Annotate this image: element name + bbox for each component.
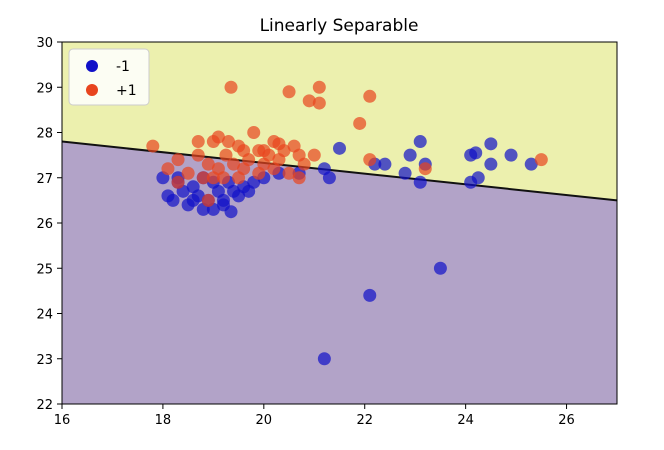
data-point-minus-one xyxy=(363,288,377,302)
data-point-minus-one xyxy=(216,198,230,212)
data-point-minus-one xyxy=(484,137,498,151)
data-point-plus-one xyxy=(196,171,210,185)
data-point-plus-one xyxy=(267,135,281,149)
data-point-plus-one xyxy=(363,89,377,103)
data-point-minus-one xyxy=(504,148,518,162)
data-point-minus-one xyxy=(398,166,412,180)
data-point-plus-one xyxy=(191,148,205,162)
data-point-plus-one xyxy=(282,166,296,180)
legend-label-plus-one: +1 xyxy=(116,83,137,99)
data-point-plus-one xyxy=(242,153,256,167)
data-point-plus-one xyxy=(216,171,230,185)
x-tick-label: 20 xyxy=(256,413,273,428)
data-point-plus-one xyxy=(302,94,316,108)
plot-area xyxy=(62,42,617,404)
y-tick-label: 27 xyxy=(36,172,53,187)
data-point-minus-one xyxy=(227,184,241,198)
data-point-plus-one xyxy=(181,166,195,180)
x-axis: 16 18 20 22 24 26 xyxy=(54,404,575,428)
data-point-plus-one xyxy=(227,157,241,171)
data-point-minus-one xyxy=(471,171,485,185)
data-point-minus-one xyxy=(166,193,180,207)
data-point-plus-one xyxy=(219,148,233,162)
data-point-minus-one xyxy=(403,148,417,162)
data-point-plus-one xyxy=(171,153,185,167)
data-point-plus-one xyxy=(363,153,377,167)
legend-marker-plus-one xyxy=(86,84,98,96)
data-point-plus-one xyxy=(282,85,296,99)
data-point-plus-one xyxy=(161,162,175,176)
data-point-minus-one xyxy=(484,157,498,171)
data-point-plus-one xyxy=(353,116,367,130)
data-point-plus-one xyxy=(534,153,548,167)
data-point-plus-one xyxy=(312,96,326,110)
x-tick-label: 18 xyxy=(155,413,172,428)
y-axis: 22 23 24 25 26 27 28 29 30 xyxy=(36,36,62,413)
data-point-plus-one xyxy=(312,80,326,94)
data-point-plus-one xyxy=(292,171,306,185)
region-above xyxy=(62,42,617,201)
data-point-plus-one xyxy=(201,193,215,207)
data-point-plus-one xyxy=(277,144,291,158)
legend-label-minus-one: -1 xyxy=(116,59,130,75)
chart-title: Linearly Separable xyxy=(260,16,419,36)
data-point-plus-one xyxy=(211,130,225,144)
y-tick-label: 22 xyxy=(36,398,53,413)
y-tick-label: 25 xyxy=(36,262,53,277)
legend-box xyxy=(68,48,150,106)
data-point-plus-one xyxy=(307,148,321,162)
legend-marker-minus-one xyxy=(86,60,98,72)
data-point-minus-one xyxy=(413,175,427,189)
data-point-minus-one xyxy=(333,141,346,155)
y-tick-label: 28 xyxy=(36,127,53,142)
y-tick-label: 23 xyxy=(36,353,53,368)
data-point-minus-one xyxy=(322,171,336,185)
data-point-plus-one xyxy=(201,157,215,171)
data-point-plus-one xyxy=(171,175,185,189)
data-point-plus-one xyxy=(257,144,271,158)
data-point-minus-one xyxy=(378,157,392,171)
x-tick-label: 16 xyxy=(54,413,71,428)
data-point-plus-one xyxy=(206,171,220,185)
x-tick-label: 22 xyxy=(356,413,373,428)
data-point-minus-one xyxy=(317,352,331,366)
data-point-plus-one xyxy=(418,162,432,176)
x-tick-label: 24 xyxy=(457,413,474,428)
points-layer xyxy=(146,80,548,366)
y-tick-label: 26 xyxy=(36,217,53,232)
data-point-plus-one xyxy=(232,171,246,185)
data-point-plus-one xyxy=(191,135,205,149)
legend: -1 +1 xyxy=(68,48,150,106)
data-point-plus-one xyxy=(222,135,235,149)
data-point-plus-one xyxy=(146,139,160,153)
y-tick-label: 30 xyxy=(36,36,53,51)
y-tick-label: 29 xyxy=(36,81,53,96)
data-point-minus-one xyxy=(433,261,447,275)
y-tick-label: 24 xyxy=(36,308,53,323)
data-point-plus-one xyxy=(247,126,261,139)
data-point-minus-one xyxy=(469,146,483,160)
data-point-plus-one xyxy=(224,80,238,94)
data-point-minus-one xyxy=(186,193,200,207)
x-tick-label: 26 xyxy=(558,413,575,428)
data-point-plus-one xyxy=(297,157,311,171)
data-point-minus-one xyxy=(413,135,427,149)
data-point-minus-one xyxy=(524,157,538,171)
